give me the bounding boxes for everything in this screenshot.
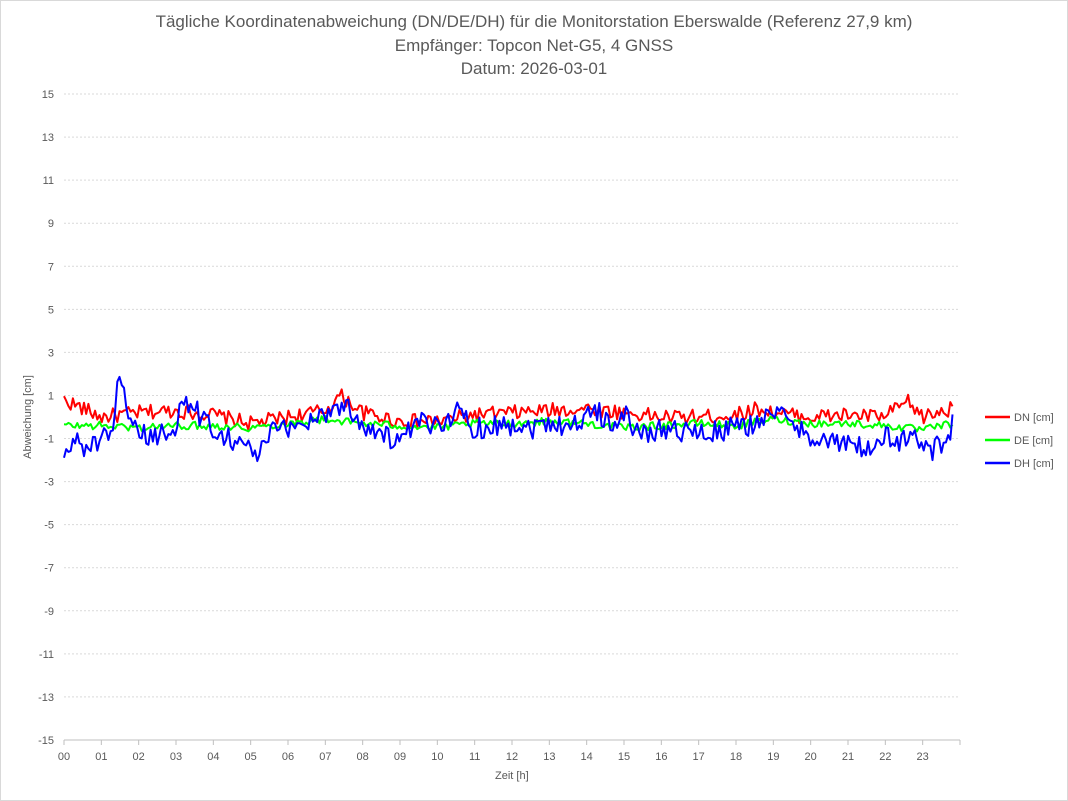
x-axis-label: Zeit [h] [495, 770, 529, 782]
x-tick-label: 14 [581, 751, 593, 763]
x-tick-label: 17 [693, 751, 705, 763]
legend: DN [cm] DE [cm] DH [cm] [985, 412, 1054, 470]
y-tick-label: -7 [44, 563, 54, 575]
x-tick-label: 16 [655, 751, 667, 763]
x-tick-label: 09 [394, 751, 406, 763]
y-tick-label: -11 [39, 649, 54, 661]
x-tick-label: 08 [357, 751, 369, 763]
gridlines [64, 93, 960, 741]
series-lines [63, 375, 954, 463]
x-tick-label: 11 [469, 751, 480, 763]
x-tick-label: 20 [805, 751, 817, 763]
y-tick-label: 9 [48, 218, 54, 230]
x-tick-label: 22 [879, 751, 891, 763]
x-tick-label: 12 [506, 751, 518, 763]
x-tick-label: 21 [842, 751, 854, 763]
y-axis-ticks: 15 13 11 9 7 5 3 1 -1 -3 -5 -7 -9 -11 -13 -15 [38, 89, 54, 747]
y-tick-label: 5 [48, 304, 54, 316]
y-tick-label: -9 [44, 606, 54, 618]
y-tick-label: -1 [44, 434, 54, 446]
chart-subtitle: Empfänger: Topcon Net-G5, 4 GNSS [394, 36, 674, 55]
series-line-de [63, 414, 954, 433]
y-tick-label: 7 [48, 261, 54, 273]
x-tick-label: 19 [767, 751, 779, 763]
y-tick-label: 15 [42, 89, 54, 101]
x-tick-label: 15 [618, 751, 630, 763]
series-line-dh [63, 375, 954, 463]
legend-label: DE [cm] [1014, 435, 1053, 447]
x-tick-label: 18 [730, 751, 742, 763]
x-tick-label: 10 [431, 751, 443, 763]
chart-date: Datum: 2026-03-01 [460, 59, 608, 78]
x-tick-label: 13 [543, 751, 555, 763]
x-tick-label: 07 [319, 751, 331, 763]
series-line-dn [63, 388, 954, 431]
x-tick-label: 06 [282, 751, 294, 763]
x-tick-label: 00 [58, 751, 70, 763]
y-tick-label: 11 [43, 175, 54, 187]
legend-label: DH [cm] [1014, 458, 1054, 470]
y-tick-label: 3 [48, 347, 54, 359]
y-tick-label: -15 [38, 735, 54, 747]
y-tick-label: -5 [44, 520, 54, 532]
x-tick-label: 02 [133, 751, 145, 763]
x-tick-label: 01 [95, 751, 107, 763]
x-tick-label: 03 [170, 751, 182, 763]
y-tick-label: 1 [48, 390, 54, 402]
y-tick-label: 13 [42, 132, 54, 144]
x-tick-label: 04 [207, 751, 219, 763]
chart-title: Tägliche Koordinatenabweichung (DN/DE/DH… [155, 12, 913, 31]
y-tick-label: -13 [38, 692, 54, 704]
legend-label: DN [cm] [1014, 412, 1054, 424]
y-axis-label: Abweichung [cm] [22, 375, 34, 459]
x-tick-label: 23 [917, 751, 929, 763]
y-tick-label: -3 [44, 477, 54, 489]
x-tick-label: 05 [245, 751, 257, 763]
x-axis-ticks: 00 01 02 03 04 05 06 07 08 09 10 11 12 13 14 15 16 17 18 19… [58, 740, 961, 763]
